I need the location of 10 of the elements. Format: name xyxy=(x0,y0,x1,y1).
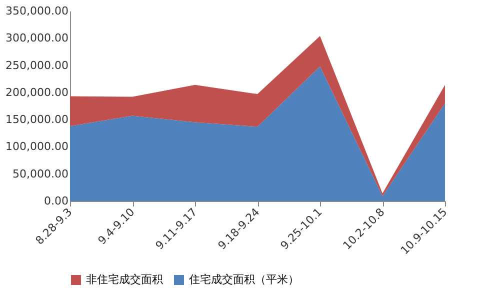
y-tick-label: 0.00 xyxy=(44,194,68,208)
y-tick-label: 300,000.00 xyxy=(6,32,68,45)
legend-label: 住宅成交面积（平米） xyxy=(189,273,299,286)
y-tick-label: 250,000.00 xyxy=(6,58,68,72)
y-tick-label: 50,000.00 xyxy=(12,167,68,180)
y-tick-label: 150,000.00 xyxy=(6,113,68,126)
y-tick-label: 350,000.00 xyxy=(6,4,68,18)
y-tick-label: 200,000.00 xyxy=(6,86,68,99)
legend-label: 非住宅成交面积 xyxy=(86,273,163,286)
y-tick-label: 100,000.00 xyxy=(6,140,68,154)
